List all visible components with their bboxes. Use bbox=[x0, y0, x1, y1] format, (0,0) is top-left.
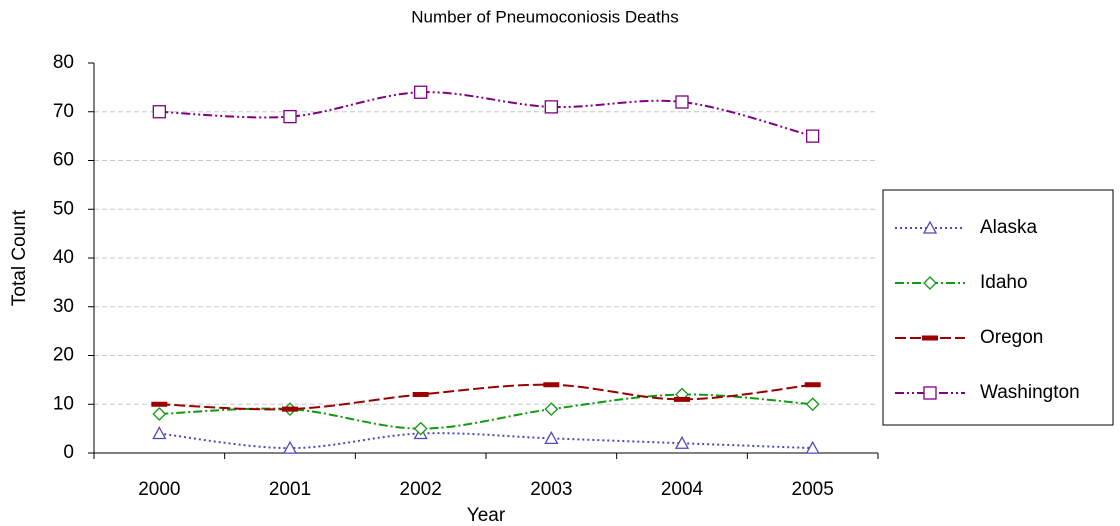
x-tick-label: 2003 bbox=[530, 479, 572, 500]
x-tick-label: 2004 bbox=[661, 479, 704, 500]
x-tick-label: 2002 bbox=[400, 479, 442, 500]
marker bbox=[805, 397, 820, 412]
marker bbox=[806, 129, 820, 143]
legend-marker bbox=[922, 335, 938, 341]
legend-label: Idaho bbox=[980, 272, 1028, 293]
marker bbox=[544, 431, 559, 445]
legend-marker bbox=[922, 220, 938, 234]
marker bbox=[151, 401, 168, 407]
y-tick-label: 30 bbox=[53, 296, 74, 317]
series-line bbox=[159, 432, 813, 450]
legend-label: Washington bbox=[980, 382, 1080, 403]
marker bbox=[805, 440, 820, 454]
series-line bbox=[159, 91, 813, 138]
x-tick-label: 2005 bbox=[792, 479, 834, 500]
y-tick-label: 50 bbox=[53, 198, 74, 219]
legend-marker bbox=[923, 386, 937, 400]
y-tick-label: 40 bbox=[53, 247, 74, 268]
y-axis-label: Total Count bbox=[9, 209, 30, 306]
y-tick-label: 10 bbox=[53, 393, 74, 414]
marker bbox=[675, 95, 689, 109]
legend-label: Oregon bbox=[980, 327, 1043, 348]
marker bbox=[283, 109, 297, 124]
marker bbox=[282, 440, 298, 454]
y-tick-label: 60 bbox=[53, 150, 74, 171]
marker bbox=[544, 100, 558, 114]
marker bbox=[413, 421, 428, 436]
marker bbox=[544, 402, 559, 417]
x-tick-label: 2000 bbox=[138, 479, 180, 500]
x-axis-label: Year bbox=[467, 505, 506, 526]
y-tick-label: 20 bbox=[53, 345, 74, 366]
legend-label: Alaska bbox=[980, 217, 1037, 238]
marker bbox=[674, 396, 690, 402]
y-tick-label: 70 bbox=[53, 101, 74, 122]
y-tick-label: 80 bbox=[53, 52, 74, 73]
marker bbox=[152, 426, 167, 440]
legend-box bbox=[882, 189, 1114, 426]
marker bbox=[674, 435, 690, 449]
marker bbox=[414, 85, 428, 99]
series-line bbox=[159, 383, 813, 411]
marker bbox=[152, 105, 166, 119]
marker bbox=[152, 407, 167, 421]
legend-marker bbox=[923, 276, 937, 290]
marker bbox=[412, 392, 429, 397]
x-tick-label: 2001 bbox=[269, 479, 311, 500]
marker bbox=[282, 406, 298, 412]
marker bbox=[543, 382, 560, 388]
marker bbox=[804, 382, 821, 388]
y-tick-label: 0 bbox=[63, 442, 74, 463]
series-line bbox=[159, 393, 813, 430]
chart-title: Number of Pneumoconiosis Deaths bbox=[411, 7, 678, 26]
